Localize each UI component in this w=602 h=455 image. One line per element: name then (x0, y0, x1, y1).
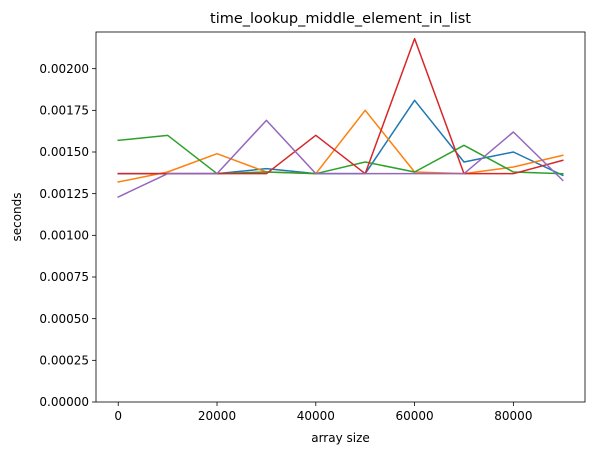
y-tick-label: 0.00050 (39, 312, 89, 326)
y-tick-label: 0.00125 (39, 187, 89, 201)
x-axis-title: array size (311, 431, 370, 445)
series-line-5 (117, 119, 564, 198)
plot-area (95, 31, 586, 403)
series-line-2 (117, 109, 564, 183)
x-tick-label: 40000 (297, 409, 335, 423)
y-axis-title: seconds (10, 192, 24, 241)
plot-frame (95, 31, 586, 403)
x-tick-label: 0 (114, 409, 122, 423)
x-tick-label: 20000 (198, 409, 236, 423)
y-tick-label: 0.00000 (39, 395, 89, 409)
y-tick-label: 0.00075 (39, 270, 89, 284)
chart-title: time_lookup_middle_element_in_list (210, 11, 471, 27)
y-tick-label: 0.00200 (39, 62, 89, 76)
x-tick-label: 80000 (494, 409, 532, 423)
series-line-4 (117, 37, 564, 175)
x-axis-ticks: 0 20000 40000 60000 80000 (114, 402, 532, 423)
series-line-3 (117, 134, 564, 175)
x-tick-label: 60000 (395, 409, 433, 423)
series-line-1 (117, 99, 564, 177)
y-tick-label: 0.00100 (39, 229, 89, 243)
series-lines (117, 37, 564, 198)
y-tick-label: 0.00150 (39, 145, 89, 159)
y-tick-label: 0.00025 (39, 354, 89, 368)
y-tick-label: 0.00175 (39, 104, 89, 118)
y-axis-ticks: 0.00000 0.00025 0.00050 0.00075 0.00100 0.001… (39, 62, 96, 409)
